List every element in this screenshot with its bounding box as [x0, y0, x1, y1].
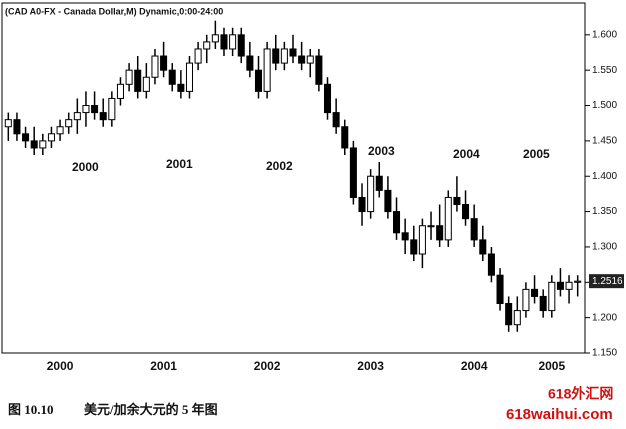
candle-body: [246, 55, 254, 71]
y-tick-label: 1.150: [592, 348, 617, 359]
last-price-label: 1.2516: [592, 276, 623, 287]
candle-body: [151, 55, 159, 78]
candle-body: [410, 239, 418, 255]
x-tick-label: 2005: [538, 359, 565, 373]
candle-body: [436, 225, 444, 241]
candle-body: [444, 196, 452, 241]
x-tick-label: 2002: [254, 359, 281, 373]
candle-body: [39, 140, 47, 149]
plot-frame: [1, 2, 586, 354]
y-tick-label: 1.400: [592, 171, 617, 182]
candle-body: [263, 48, 271, 92]
x-tick-label: 2004: [461, 359, 488, 373]
candle-body: [280, 48, 288, 64]
candle-body: [203, 41, 211, 50]
candle-body: [315, 55, 323, 85]
last-price-box: [589, 274, 624, 289]
year-annotation: 2001: [166, 157, 193, 171]
candle-body: [30, 140, 38, 149]
candle-body: [323, 83, 332, 114]
candle-body: [401, 232, 409, 241]
x-tick-label: 2001: [150, 359, 177, 373]
candle-body: [177, 83, 185, 92]
candle-body: [13, 119, 21, 135]
candle-body: [91, 105, 99, 114]
candle-body: [116, 83, 124, 99]
candle-body: [565, 281, 573, 290]
caption-text: 美元/加余大元的 5 年图: [84, 402, 218, 417]
candle-body: [332, 112, 340, 128]
x-tick-label: 2000: [47, 359, 74, 373]
candle-body: [505, 303, 513, 326]
candle-body: [220, 34, 228, 50]
candle-body: [237, 34, 245, 57]
candle-body: [272, 48, 280, 64]
chart-title: (CAD A0-FX - Canada Dollar,M) Dynamic,0:…: [5, 6, 223, 16]
candle-body: [306, 55, 314, 64]
candle-body: [341, 126, 349, 149]
candle-body: [134, 69, 142, 92]
candle-body: [556, 281, 564, 290]
candle-body: [142, 76, 150, 92]
candle-body: [574, 280, 582, 283]
candle-body: [125, 69, 133, 85]
candle-body: [470, 218, 478, 241]
candle-body: [462, 204, 470, 220]
candle-body: [384, 189, 392, 213]
x-tick-label: 2003: [357, 359, 384, 373]
year-annotation: 2004: [453, 147, 480, 161]
candle-body: [522, 288, 530, 312]
y-tick-label: 1.600: [592, 29, 617, 40]
candle-body: [99, 112, 107, 121]
y-tick-label: 1.350: [592, 206, 617, 217]
candle-body: [82, 105, 90, 114]
candle-body: [194, 48, 202, 64]
candle-body: [4, 119, 12, 128]
candle-body: [185, 62, 193, 92]
candle-body: [496, 274, 504, 305]
year-annotation: 2000: [72, 160, 99, 174]
year-annotation: 2005: [523, 147, 550, 161]
candle-body: [254, 69, 263, 92]
candle-body: [548, 281, 556, 312]
candle-body: [56, 126, 64, 135]
caption-number: 图 10.10: [8, 402, 54, 417]
candle-body: [289, 48, 297, 57]
candle-body: [393, 211, 401, 234]
candle-body: [427, 225, 435, 228]
candle-body: [358, 196, 366, 213]
candle-body: [211, 34, 219, 43]
y-tick-label: 1.450: [592, 136, 617, 147]
candle-body: [367, 175, 375, 213]
watermark: 618waihui.com: [506, 406, 613, 423]
candle-body: [160, 55, 168, 71]
candle-body: [479, 239, 487, 255]
candle-body: [531, 288, 539, 297]
candle-body: [229, 34, 237, 50]
y-tick-label: 1.300: [592, 242, 617, 253]
y-tick-label: 1.500: [592, 100, 617, 111]
candle-body: [375, 175, 383, 191]
candle-body: [513, 310, 521, 326]
candle-body: [298, 55, 306, 64]
candle-body: [73, 112, 81, 121]
candle-body: [487, 253, 495, 276]
candle-body: [168, 69, 176, 85]
year-annotation: 2002: [266, 159, 293, 173]
candle-body: [349, 147, 357, 198]
watermark: 618外汇网: [548, 386, 613, 402]
candle-body: [47, 133, 55, 142]
y-tick-label: 1.550: [592, 65, 617, 76]
candle-body: [539, 295, 547, 312]
candle-body: [65, 119, 73, 128]
candle-body: [108, 97, 116, 121]
y-tick-label: 1.200: [592, 312, 617, 323]
candle-body: [22, 133, 30, 142]
candle-body: [418, 225, 426, 255]
candle-body: [453, 196, 461, 206]
year-annotation: 2003: [368, 144, 395, 158]
